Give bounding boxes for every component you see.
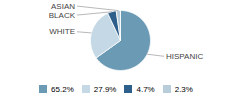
svg-text:BLACK: BLACK	[49, 11, 76, 20]
svg-text:WHITE: WHITE	[49, 27, 75, 36]
html-text:4.7%: 4.7%	[136, 84, 155, 94]
svg-text:HISPANIC: HISPANIC	[166, 52, 203, 61]
html-text:65.2%: 65.2%	[51, 84, 74, 94]
svg-text:ASIAN: ASIAN	[51, 2, 75, 11]
html-text:2.3%: 2.3%	[174, 84, 193, 94]
html-text:27.9%: 27.9%	[93, 84, 117, 94]
